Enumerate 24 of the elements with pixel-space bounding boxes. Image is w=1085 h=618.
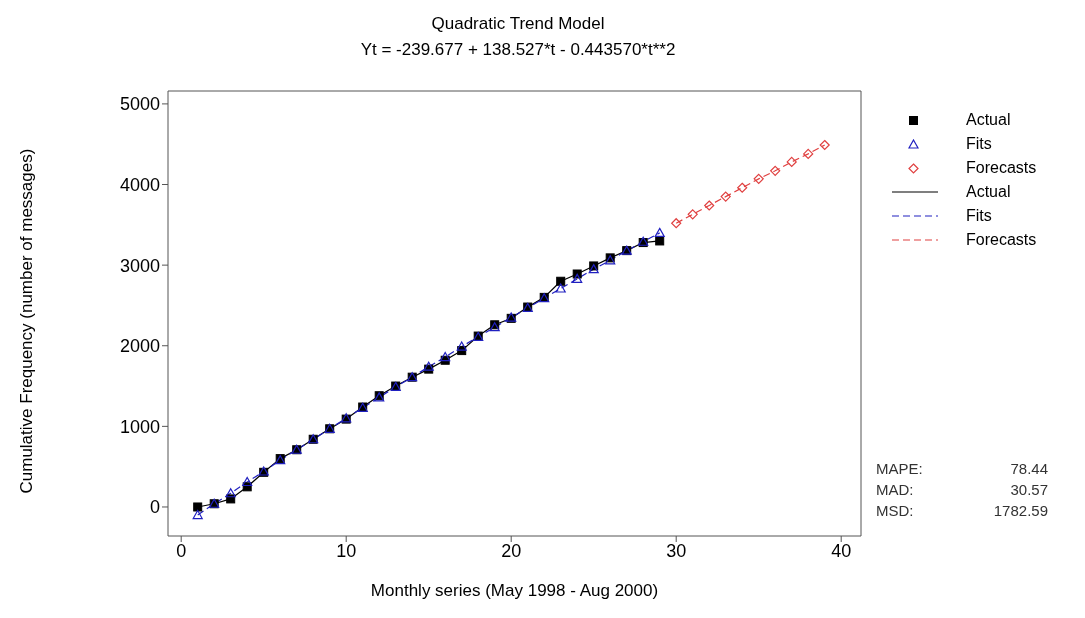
y-tick-label: 2000 [119, 336, 160, 357]
x-tick-label: 30 [666, 540, 687, 561]
x-tick-label: 20 [501, 540, 522, 561]
text: MAPE: 78.44 [876, 460, 1048, 477]
y-tick-label: 3000 [119, 255, 160, 276]
legend-label: Fits [966, 206, 992, 226]
text: MAD: 30.57 [876, 481, 1048, 498]
y-tick-label: 1000 [119, 416, 160, 437]
x-axis-title: Monthly series (May 1998 - Aug 2000) [370, 581, 659, 600]
y-tick-label: 4000 [119, 174, 160, 195]
legend-label: Actual [966, 182, 1011, 202]
x-tick-label: 40 [831, 540, 852, 561]
chart-subtitle: Yt = -239.677 + 138.527*t - 0.443570*t**2 [359, 40, 677, 60]
legend-label: Forecasts [966, 230, 1037, 250]
text: Actual [966, 111, 1011, 128]
text: Fits [966, 135, 992, 152]
text: Forecasts [966, 159, 1037, 176]
x-tick-label: 0 [176, 540, 187, 561]
x-tick-label: 10 [336, 540, 357, 561]
y-tick-label: 0 [149, 497, 160, 518]
y-tick-label: 5000 [119, 94, 160, 115]
text: MSD: 1782.59 [876, 502, 1048, 519]
chart-title: Quadratic Trend Model [430, 14, 606, 34]
y-axis-title: Cumulative Frequency (number of messages) [17, 148, 37, 494]
